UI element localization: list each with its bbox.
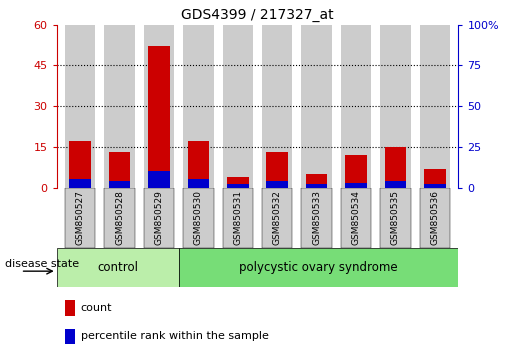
Bar — [380, 25, 410, 188]
Bar — [262, 188, 293, 248]
Bar — [420, 25, 450, 188]
Bar — [70, 142, 91, 188]
Text: GSM850530: GSM850530 — [194, 190, 203, 245]
Bar — [345, 155, 367, 188]
Text: GSM850534: GSM850534 — [351, 190, 360, 245]
Bar — [420, 188, 450, 248]
Bar — [105, 188, 135, 248]
Bar — [65, 25, 95, 188]
Bar — [222, 188, 253, 248]
Text: GSM850535: GSM850535 — [391, 190, 400, 245]
Bar — [306, 174, 328, 188]
Bar — [227, 184, 249, 188]
Bar — [183, 25, 214, 188]
Bar — [385, 147, 406, 188]
Bar — [144, 188, 174, 248]
Bar — [187, 179, 209, 188]
Text: control: control — [97, 261, 138, 274]
Bar — [148, 46, 170, 188]
Text: GSM850529: GSM850529 — [154, 190, 164, 245]
Bar — [266, 181, 288, 188]
Bar — [65, 329, 75, 344]
Bar — [424, 169, 445, 188]
Bar — [306, 184, 328, 188]
Bar — [65, 188, 95, 248]
Text: count: count — [81, 303, 112, 313]
Bar — [105, 25, 135, 188]
Bar — [301, 25, 332, 188]
Bar — [57, 248, 179, 287]
Bar — [345, 183, 367, 188]
Text: GSM850536: GSM850536 — [430, 190, 439, 245]
Bar — [187, 142, 209, 188]
Text: GSM850527: GSM850527 — [76, 190, 85, 245]
Bar — [183, 188, 214, 248]
Bar — [385, 181, 406, 188]
Text: polycystic ovary syndrome: polycystic ovary syndrome — [239, 261, 398, 274]
Bar — [70, 179, 91, 188]
Text: percentile rank within the sample: percentile rank within the sample — [81, 331, 269, 342]
Bar — [266, 152, 288, 188]
Bar — [148, 171, 170, 188]
Bar — [109, 181, 130, 188]
Bar — [262, 25, 293, 188]
Bar — [144, 25, 174, 188]
Bar — [301, 188, 332, 248]
Bar — [341, 25, 371, 188]
Title: GDS4399 / 217327_at: GDS4399 / 217327_at — [181, 8, 334, 22]
Bar — [424, 184, 445, 188]
Text: GSM850532: GSM850532 — [272, 190, 282, 245]
Text: disease state: disease state — [5, 259, 79, 269]
Bar — [109, 152, 130, 188]
Bar — [380, 188, 410, 248]
Text: GSM850531: GSM850531 — [233, 190, 243, 245]
Bar — [227, 177, 249, 188]
Text: GSM850528: GSM850528 — [115, 190, 124, 245]
Bar — [179, 248, 458, 287]
Bar — [341, 188, 371, 248]
Text: GSM850533: GSM850533 — [312, 190, 321, 245]
Bar — [222, 25, 253, 188]
Bar — [65, 300, 75, 316]
